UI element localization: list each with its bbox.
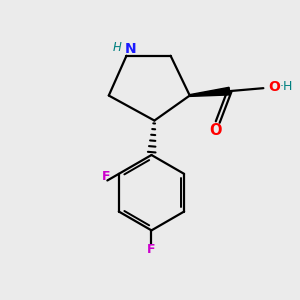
Text: F: F: [102, 169, 110, 183]
Text: ·H: ·H: [280, 80, 293, 93]
Text: H: H: [113, 41, 122, 54]
Text: O: O: [209, 123, 222, 138]
Text: F: F: [147, 243, 156, 256]
Text: O: O: [268, 80, 280, 94]
Text: N: N: [125, 42, 136, 56]
Polygon shape: [190, 87, 230, 96]
